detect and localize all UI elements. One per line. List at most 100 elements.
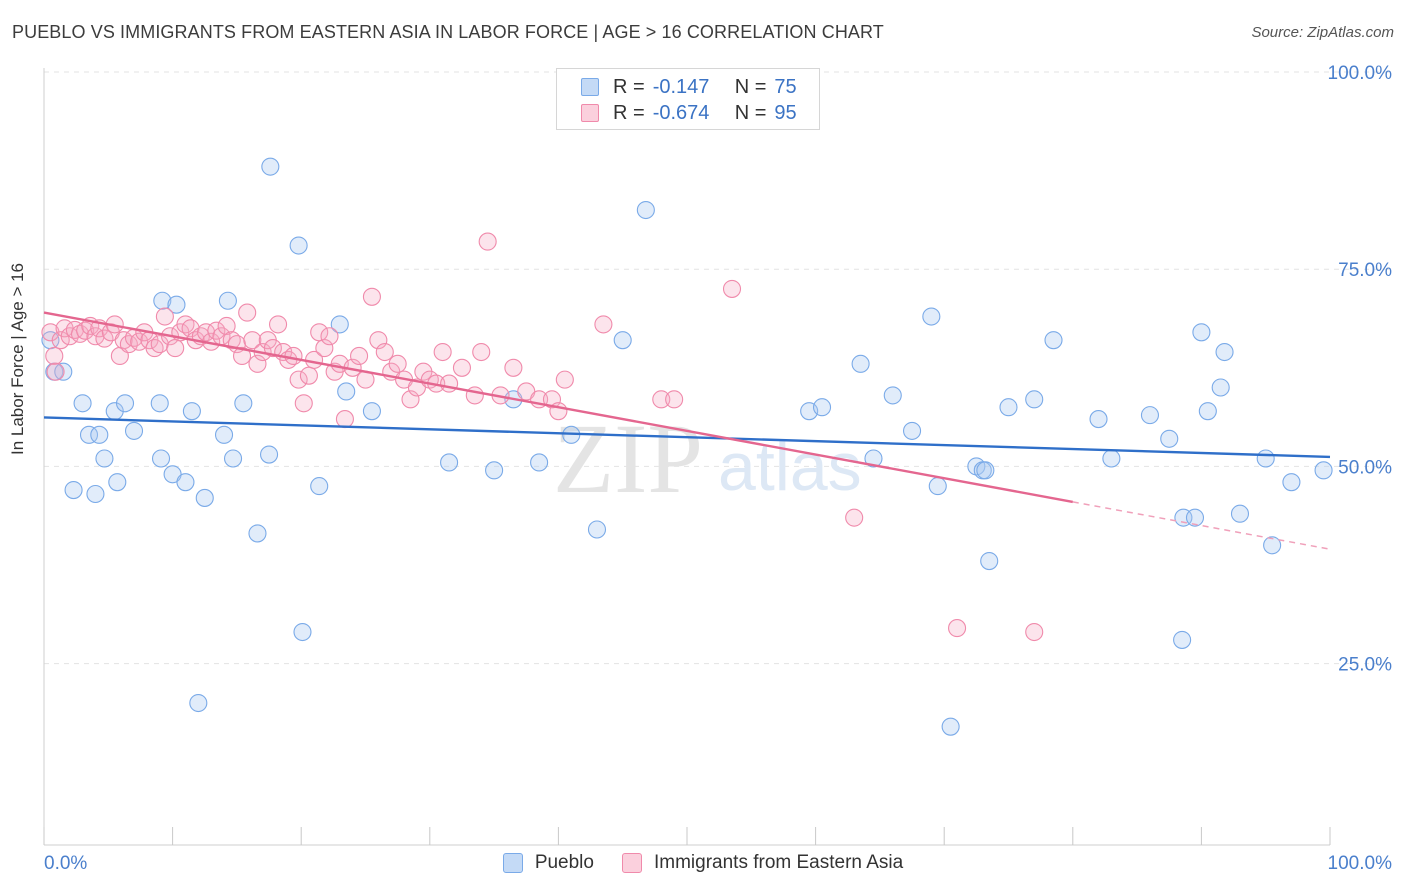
pueblo-point bbox=[234, 394, 253, 413]
pueblo-point bbox=[289, 236, 308, 255]
immigrants-point bbox=[401, 390, 420, 409]
immigrants-point bbox=[232, 346, 252, 366]
immigrants-point bbox=[238, 303, 257, 322]
pueblo-point bbox=[330, 315, 349, 334]
y-tick-label: 75.0% bbox=[1338, 260, 1392, 281]
series-legend: Pueblo Immigrants from Eastern Asia bbox=[0, 852, 1406, 874]
immigrants-point bbox=[207, 321, 226, 340]
chart-title: PUEBLO VS IMMIGRANTS FROM EASTERN ASIA I… bbox=[12, 22, 884, 42]
immigrants-point bbox=[652, 390, 671, 409]
pueblo-point bbox=[1140, 406, 1160, 425]
pueblo-point bbox=[587, 520, 607, 539]
pueblo-point bbox=[1044, 331, 1063, 350]
pueblo-point bbox=[176, 473, 195, 492]
immigrants-trend-line bbox=[43, 311, 1074, 504]
pueblo-point bbox=[1192, 323, 1211, 342]
pueblo-point bbox=[928, 477, 947, 496]
pueblo-point bbox=[1211, 378, 1230, 397]
pueblo-point bbox=[64, 481, 83, 500]
legend-swatch-pueblo bbox=[581, 78, 599, 96]
pueblo-point bbox=[153, 291, 172, 310]
immigrants-point bbox=[289, 370, 308, 389]
pueblo-trend-line bbox=[43, 416, 1331, 459]
pueblo-point bbox=[902, 421, 922, 440]
immigrants-point bbox=[452, 358, 472, 377]
immigrants-point bbox=[362, 287, 381, 306]
y-axis-label: In Labor Force | Age > 16 bbox=[8, 262, 27, 455]
immigrants-point bbox=[263, 339, 282, 358]
pueblo-point bbox=[150, 394, 169, 413]
legend-n-value: 95 bbox=[774, 101, 797, 124]
y-tick-label: 25.0% bbox=[1338, 655, 1392, 676]
pueblo-point bbox=[1282, 473, 1301, 492]
immigrants-point bbox=[369, 331, 388, 350]
pueblo-point bbox=[883, 386, 902, 405]
legend-label-pueblo: Pueblo bbox=[534, 852, 594, 873]
immigrants-point bbox=[465, 386, 484, 405]
pueblo-point bbox=[95, 449, 114, 468]
pueblo-point bbox=[337, 382, 356, 401]
pueblo-point bbox=[223, 449, 243, 468]
immigrants-point bbox=[504, 358, 523, 377]
y-tick-label: 50.0% bbox=[1338, 457, 1392, 478]
immigrants-point bbox=[166, 339, 185, 358]
legend-n-label: N = bbox=[734, 101, 767, 124]
pueblo-point bbox=[1230, 504, 1250, 523]
source-label: Source: ZipAtlas.com bbox=[1251, 24, 1394, 41]
pueblo-point bbox=[1215, 342, 1234, 362]
pueblo-point bbox=[1314, 461, 1333, 480]
pueblo-point bbox=[1089, 410, 1108, 429]
immigrants-point bbox=[350, 346, 369, 366]
pueblo-point bbox=[1025, 390, 1044, 409]
pueblo-point bbox=[90, 425, 109, 444]
pueblo-point bbox=[73, 394, 92, 413]
immigrants-point bbox=[269, 315, 288, 334]
pueblo-point bbox=[124, 421, 144, 440]
pueblo-point bbox=[1173, 630, 1192, 649]
pueblo-point bbox=[530, 453, 549, 472]
immigrants-point bbox=[320, 327, 339, 346]
legend-label-immigrants: Immigrants from Eastern Asia bbox=[653, 852, 904, 873]
immigrants-point bbox=[294, 394, 313, 413]
immigrants-point bbox=[665, 390, 684, 409]
x-tick-label: 0.0% bbox=[44, 853, 87, 874]
immigrants-point bbox=[155, 307, 174, 326]
pueblo-point bbox=[362, 402, 381, 421]
pueblo-point bbox=[151, 449, 171, 468]
legend-row-immigrants: R = -0.674 N = 95 bbox=[581, 100, 797, 126]
immigrants-point bbox=[315, 339, 334, 358]
watermark: ZIP atlas bbox=[553, 403, 862, 514]
immigrants-point bbox=[472, 342, 491, 362]
pueblo-point bbox=[86, 484, 105, 504]
pueblo-point bbox=[613, 331, 632, 350]
pueblo-point bbox=[261, 157, 280, 176]
immigrants-point bbox=[1025, 622, 1044, 642]
immigrants-point bbox=[284, 346, 303, 366]
pueblo-point bbox=[922, 307, 941, 326]
pueblo-point bbox=[108, 473, 127, 492]
pueblo-point bbox=[636, 200, 655, 220]
legend-row-pueblo: R = -0.147 N = 75 bbox=[581, 74, 797, 100]
immigrants-point bbox=[46, 362, 65, 381]
legend-n-label: N = bbox=[734, 75, 767, 98]
pueblo-point bbox=[310, 477, 329, 496]
pueblo-point bbox=[259, 445, 279, 464]
pueblo-point bbox=[214, 425, 234, 444]
pueblo-point bbox=[115, 394, 135, 413]
legend-r-label: R = bbox=[613, 101, 645, 124]
legend-swatch-pueblo bbox=[502, 853, 523, 873]
pueblo-point bbox=[864, 449, 883, 468]
legend-r-value: -0.147 bbox=[652, 75, 710, 98]
legend-r-label: R = bbox=[613, 75, 645, 98]
immigrants-point bbox=[375, 342, 394, 362]
legend-item-immigrants: Immigrants from Eastern Asia bbox=[621, 852, 904, 874]
immigrants-point bbox=[722, 279, 742, 298]
axes bbox=[43, 68, 1331, 846]
y-tick-label: 100.0% bbox=[1328, 63, 1393, 84]
pueblo-point bbox=[1160, 429, 1179, 448]
immigrants-points bbox=[41, 232, 1044, 642]
immigrants-trend-extension bbox=[1072, 501, 1331, 550]
immigrants-point bbox=[243, 331, 262, 350]
trend-lines bbox=[43, 311, 1331, 550]
immigrants-point bbox=[555, 370, 574, 389]
